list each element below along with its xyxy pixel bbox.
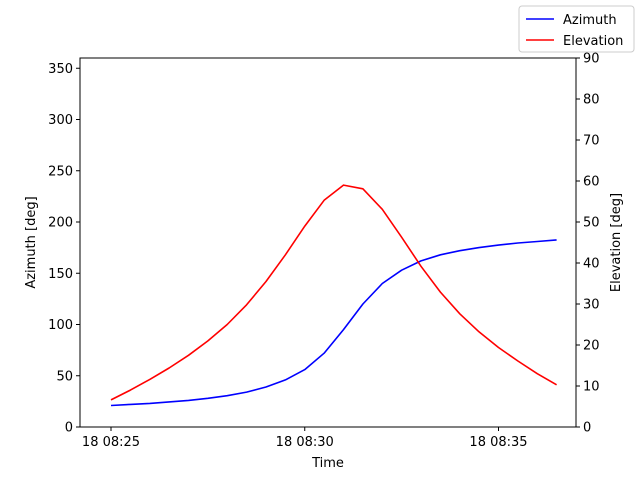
x-tick-label: 18 08:25 xyxy=(82,435,140,450)
series-line-azimuth xyxy=(110,239,557,407)
right-y-tick-label: 60 xyxy=(583,175,600,190)
left-y-tick-label: 250 xyxy=(48,164,73,179)
plot-area xyxy=(80,58,576,427)
right-y-tick-label: 50 xyxy=(583,216,600,231)
legend: Azimuth Elevation xyxy=(518,5,635,53)
right-y-tick-label: 30 xyxy=(583,298,600,313)
left-y-tick-label: 0 xyxy=(65,421,73,436)
right-y-tick-label: 70 xyxy=(583,134,600,149)
plot-frame xyxy=(79,57,577,428)
x-axis-label: Time xyxy=(311,456,344,471)
left-y-tick-label: 200 xyxy=(48,216,73,231)
right-y-tick-label: 10 xyxy=(583,380,600,395)
right-y-tick-label: 0 xyxy=(583,421,591,436)
right-y-tick-label: 80 xyxy=(583,93,600,108)
left-y-axis-label: Azimuth [deg] xyxy=(24,196,39,288)
series-layer xyxy=(110,184,557,407)
axes-layer: 0 50 100 150 200 250 300 350 0 10 20 30 40 50 60 70 80 90… xyxy=(48,52,599,451)
right-y-tick-label: 90 xyxy=(583,52,600,67)
left-y-tick-label: 350 xyxy=(48,62,73,77)
legend-label-azimuth: Azimuth xyxy=(563,13,617,28)
left-y-tick-label: 50 xyxy=(56,369,73,384)
right-y-axis-label: Elevation [deg] xyxy=(609,193,624,292)
right-y-tick-label: 40 xyxy=(583,257,600,272)
left-y-tick-label: 100 xyxy=(48,318,73,333)
legend-label-elevation: Elevation xyxy=(563,34,623,49)
x-tick-label: 18 08:35 xyxy=(469,435,527,450)
right-y-tick-label: 20 xyxy=(583,339,600,354)
left-y-tick-label: 300 xyxy=(48,113,73,128)
left-y-tick-label: 150 xyxy=(48,267,73,282)
series-line-elevation xyxy=(110,184,557,401)
x-tick-label: 18 08:30 xyxy=(276,435,334,450)
